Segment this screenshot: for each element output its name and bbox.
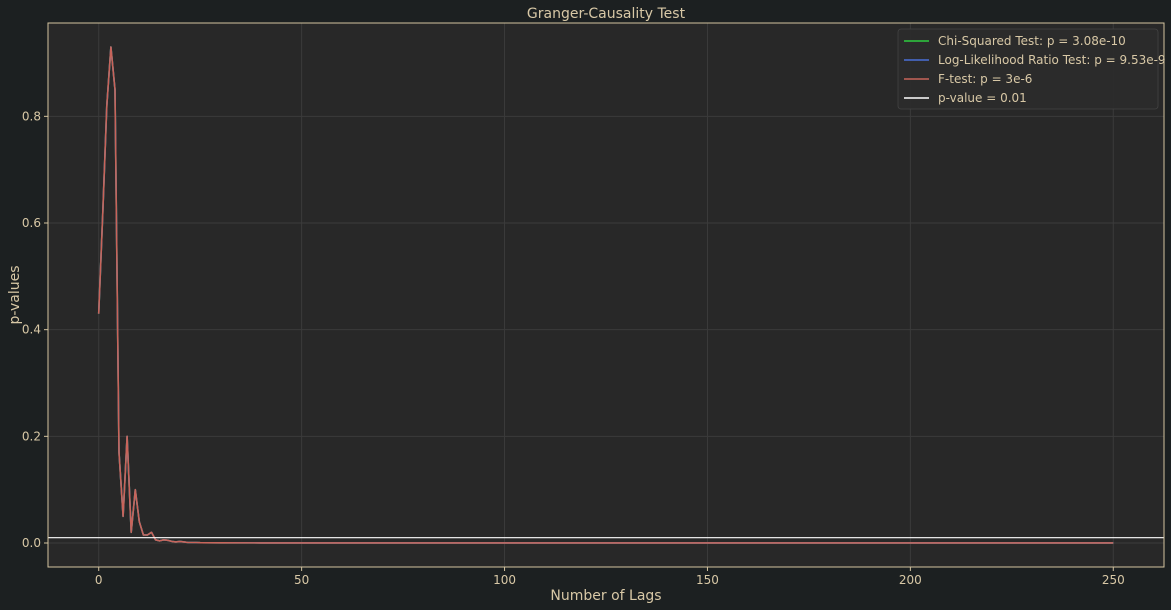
y-tick-label: 0.2 [22,429,41,443]
chart-title: Granger-Causality Test [527,6,686,22]
y-tick-label: 0.8 [22,109,41,123]
x-axis-label: Number of Lags [550,588,661,604]
series-line [97,46,1114,544]
y-axis-label: p-values [7,265,23,324]
legend-label: Log-Likelihood Ratio Test: p = 9.53e-9 [938,53,1166,67]
x-tick-label: 200 [899,573,922,587]
legend-label: Chi-Squared Test: p = 3.08e-10 [938,34,1126,48]
x-tick-label: 0 [95,573,103,587]
legend-label: p-value = 0.01 [938,91,1027,105]
y-tick-label: 0.0 [22,536,41,550]
axes-frame [47,22,1165,568]
plot-area [48,23,1164,567]
legend: Chi-Squared Test: p = 3.08e-10 Log-Likeli… [897,28,1166,110]
y-tick-label: 0.6 [22,216,41,230]
x-tick-label: 150 [696,573,719,587]
series-layer [48,46,1164,544]
legend-box [897,28,1159,110]
x-tick-label: 250 [1102,573,1125,587]
y-tick-label: 0.4 [22,323,41,337]
legend-label: F-test: p = 3e-6 [938,72,1032,86]
x-tick-label: 100 [493,573,516,587]
x-tick-label: 50 [294,573,309,587]
tick-labels: 0 50 100 150 200 250 0.0 0.2 0.4 0.6 0.8 [22,109,1125,587]
